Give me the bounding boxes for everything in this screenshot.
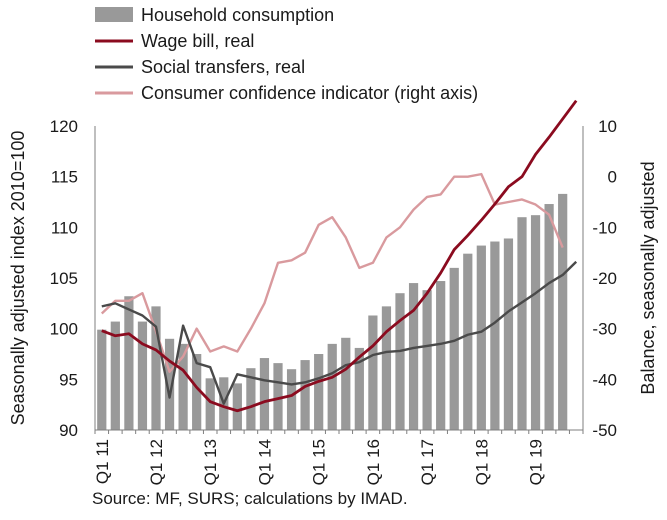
bar — [192, 354, 202, 430]
bar — [327, 343, 337, 430]
bar — [341, 337, 351, 430]
legend-label: Consumer confidence indicator (right axi… — [141, 83, 478, 103]
bar — [530, 215, 541, 430]
bar — [395, 293, 405, 430]
bar — [97, 329, 107, 430]
legend-label: Household consumption — [141, 5, 334, 25]
series-lines — [100, 99, 578, 413]
bar — [490, 241, 500, 430]
bar — [476, 245, 486, 430]
y-tick-label-left: 90 — [59, 421, 78, 440]
bar — [449, 267, 459, 430]
y-tick-label-right: -30 — [592, 320, 617, 339]
y-tick-label-right: -50 — [592, 421, 617, 440]
bar — [178, 343, 188, 430]
x-tick-label: Q1 14 — [255, 439, 274, 485]
y-axis-title-left: Seasonally adjusted index 2010=100 — [8, 131, 28, 426]
y-tick-label-right: -40 — [592, 370, 617, 389]
x-tick-label: Q1 12 — [147, 439, 166, 485]
bar — [463, 253, 473, 430]
bar — [164, 338, 175, 430]
bar — [422, 290, 432, 430]
legend-label: Wage bill, real — [141, 31, 254, 51]
y-tick-label-left: 100 — [50, 320, 78, 339]
source-note: Source: MF, SURS; calculations by IMAD. — [92, 489, 408, 508]
line-consumer-confidence-indicator-right-axis — [100, 172, 564, 373]
bar — [110, 321, 120, 430]
bar — [286, 369, 297, 430]
bar — [517, 217, 527, 430]
y-tick-label-left: 115 — [51, 168, 78, 187]
bar — [558, 193, 568, 430]
bar — [300, 360, 310, 430]
bar — [151, 306, 161, 430]
bar — [408, 283, 419, 430]
bar — [232, 383, 242, 430]
y-tick-label-right: 10 — [598, 117, 617, 136]
bar — [503, 238, 514, 430]
y-axis-title-right: Balance, seasonally adjusted — [638, 161, 658, 394]
y-tick-label-right: -20 — [592, 269, 617, 288]
bar — [205, 378, 215, 430]
axes — [94, 126, 584, 434]
x-tick-label: Q1 18 — [472, 439, 491, 485]
chart: Household consumption Wage bill, real Soci… — [8, 5, 658, 485]
legend: Household consumption Wage bill, real Soci… — [95, 5, 478, 103]
tick-labels: 90 95 100 105 110 115 120 -50 -40 -30 -20 -10 0 10 Q1 … — [50, 117, 617, 485]
bar — [368, 315, 378, 430]
bar — [124, 296, 134, 430]
y-tick-label-left: 120 — [50, 117, 78, 136]
x-tick-label: Q1 19 — [527, 439, 546, 485]
x-tick-label: Q1 11 — [93, 439, 112, 484]
bar — [436, 281, 446, 430]
line-wage-bill-real — [101, 99, 578, 413]
bar — [137, 321, 148, 430]
bar — [273, 363, 283, 430]
x-tick-label: Q1 13 — [201, 439, 220, 485]
bar — [544, 204, 554, 430]
y-tick-label-right: 0 — [608, 168, 617, 187]
x-tick-label: Q1 17 — [418, 439, 437, 485]
x-tick-label: Q1 16 — [364, 439, 383, 485]
y-tick-label-left: 110 — [51, 218, 78, 237]
legend-swatch — [95, 7, 133, 22]
bar — [354, 347, 364, 430]
x-tick-label: Q1 15 — [310, 439, 329, 485]
bar — [314, 354, 324, 430]
bar — [259, 358, 270, 430]
line-social-transfers-real — [101, 260, 578, 405]
y-tick-label-left: 95 — [59, 370, 78, 389]
y-tick-label-left: 105 — [50, 269, 78, 288]
bars-household-consumption — [97, 193, 568, 430]
bar — [381, 306, 392, 430]
legend-label: Social transfers, real — [141, 57, 305, 77]
bar — [246, 368, 256, 430]
y-tick-label-right: -10 — [592, 218, 617, 237]
